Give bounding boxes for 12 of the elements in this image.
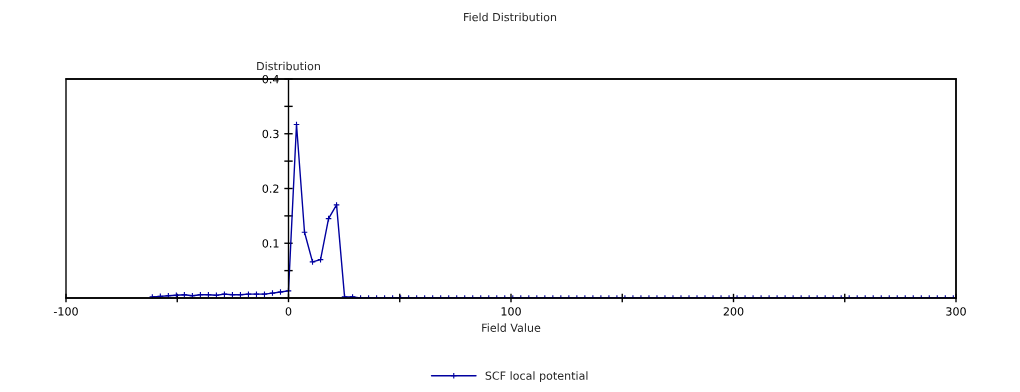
y-tick-label: 0.1 [262,239,279,248]
y-tick-label: 0.2 [262,184,279,193]
x-tick-label: 0 [285,307,292,316]
x-tick-label: 300 [946,307,966,316]
chart-title: Field Distribution [464,12,557,22]
x-axis-title: Field Value [482,323,541,332]
x-tick-label: -100 [53,307,78,316]
legend-label: SCF local potential [485,371,588,382]
y-tick-label: 0.3 [262,129,279,139]
x-tick-label: 200 [723,307,744,316]
y-axis-title: Distribution [257,61,320,71]
x-tick-label: 100 [501,307,521,316]
